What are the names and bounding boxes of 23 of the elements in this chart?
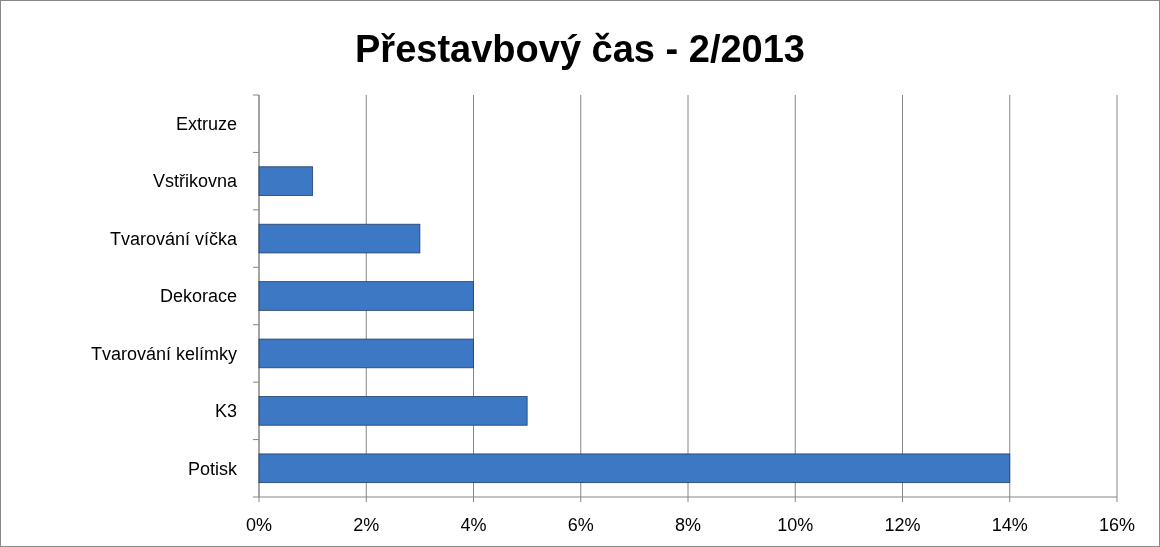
y-tick-label: Tvarování víčka: [109, 228, 238, 249]
bar: [258, 281, 474, 311]
x-tick-label: 6%: [567, 515, 594, 535]
y-tick-label: K3: [214, 401, 237, 422]
y-tick-label: Extruze: [175, 114, 237, 135]
x-tick-label: 4%: [460, 515, 487, 535]
x-tick-label: 2%: [353, 515, 380, 535]
bar: [258, 396, 528, 426]
x-tick-label: 8%: [674, 515, 702, 535]
x-tick-label: 0%: [245, 515, 273, 535]
x-tick-label: 12%: [884, 515, 921, 535]
x-tick-label: 14%: [991, 515, 1028, 535]
y-tick-label: Potisk: [187, 458, 238, 479]
bar: [258, 453, 1011, 484]
y-tick-label: Vstřikovna: [152, 171, 238, 192]
bar: [258, 338, 474, 369]
bar: [258, 223, 421, 254]
y-tick-label: Tvarování kelímky: [90, 343, 237, 364]
bar: [258, 166, 314, 196]
y-tick-label: Dekorace: [159, 286, 237, 307]
x-tick-label: 16%: [1098, 515, 1136, 535]
chart-title: Přestavbový čas - 2/2013: [355, 28, 805, 70]
x-tick-label: 10%: [777, 515, 814, 535]
